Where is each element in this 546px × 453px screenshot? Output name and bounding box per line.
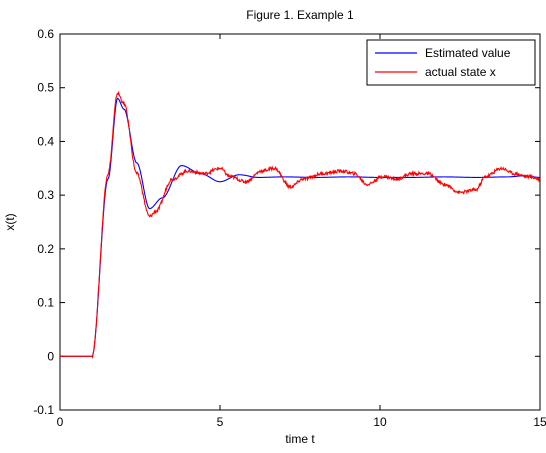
legend-box xyxy=(366,39,536,86)
y-tick-label: 0.3 xyxy=(37,188,54,202)
series-layer xyxy=(60,90,541,359)
x-axis-label: time t xyxy=(285,432,315,446)
series-line-estimated xyxy=(60,97,541,357)
x-tick-label: 5 xyxy=(217,415,224,429)
y-tick-label: 0.4 xyxy=(37,134,54,148)
series-line-actual xyxy=(60,90,541,359)
legend: Estimated value actual state x xyxy=(366,39,536,86)
x-tick-label: 10 xyxy=(373,415,387,429)
y-tick-label: 0 xyxy=(47,349,54,363)
axis-ticks: 0 5 10 15-0.100.10.20.30.40.50.6 xyxy=(33,27,546,429)
y-tick-label: 0.1 xyxy=(37,296,54,310)
y-tick-label: 0.5 xyxy=(37,81,54,95)
legend-label-actual: actual state x xyxy=(425,65,496,79)
legend-label-estimated: Estimated value xyxy=(425,46,511,60)
y-tick-label: 0.6 xyxy=(37,27,54,41)
x-tick-label: 15 xyxy=(533,415,546,429)
x-tick-label: 0 xyxy=(57,415,64,429)
chart-title: Figure 1. Example 1 xyxy=(246,8,354,22)
y-tick-label: 0.2 xyxy=(37,242,54,256)
y-tick-label: -0.1 xyxy=(33,403,54,417)
y-axis-label: x(t) xyxy=(3,213,17,230)
plot-area xyxy=(59,33,541,411)
